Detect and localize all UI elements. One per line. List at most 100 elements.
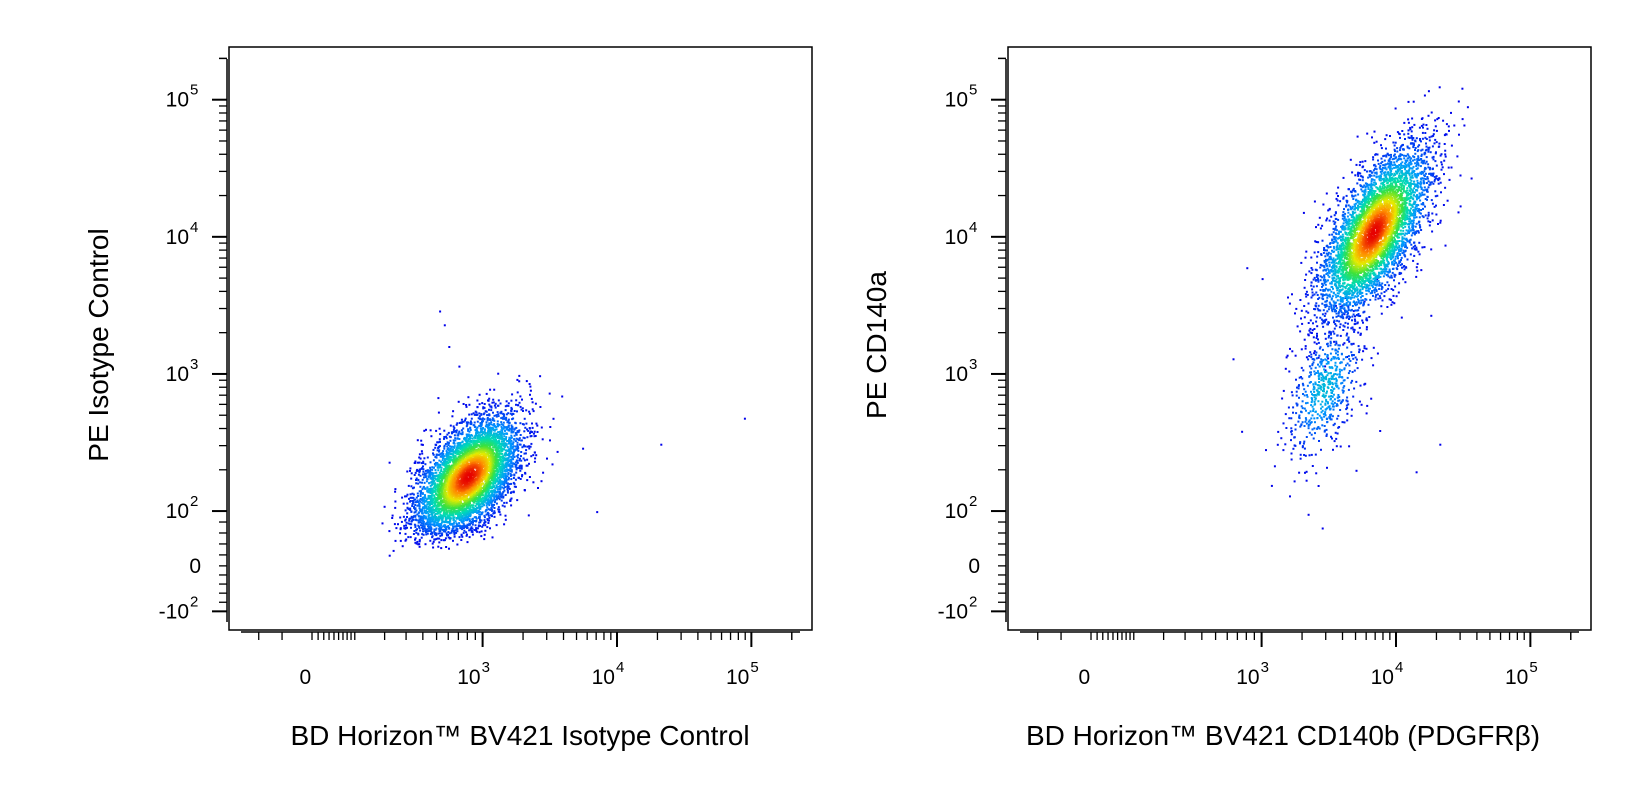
- event-dot: [493, 515, 496, 518]
- event-dot: [509, 444, 512, 447]
- event-dot: [463, 517, 466, 520]
- event-dot: [418, 471, 421, 474]
- event-dot: [510, 429, 513, 432]
- event-dot: [493, 497, 496, 500]
- event-dot: [479, 439, 482, 442]
- event-dot: [461, 441, 464, 444]
- event-dot: [416, 439, 419, 442]
- event-dot: [455, 531, 458, 534]
- event-dot: [488, 496, 491, 499]
- event-dot: [417, 479, 420, 482]
- event-dot: [404, 495, 406, 498]
- event-dot: [542, 471, 545, 474]
- event-dot: [410, 485, 413, 488]
- event-dot: [431, 473, 434, 476]
- event-dot: [412, 496, 415, 499]
- event-dot: [507, 424, 510, 427]
- event-dot: [462, 522, 465, 525]
- event-dot: [417, 501, 420, 503]
- event-dot: [429, 468, 432, 471]
- event-dot: [490, 514, 493, 517]
- event-dot: [527, 514, 530, 517]
- event-dot: [433, 474, 436, 477]
- event-dot: [436, 463, 439, 466]
- event-dot: [483, 533, 486, 536]
- event-dot: [498, 508, 501, 511]
- event-dot: [464, 419, 466, 422]
- event-dot: [436, 480, 439, 483]
- event-dot: [517, 466, 520, 469]
- event-dot: [484, 510, 487, 513]
- event-dot: [504, 469, 506, 472]
- event-dot: [508, 438, 510, 441]
- event-dot: [421, 533, 424, 536]
- event-dot: [465, 525, 468, 528]
- event-dot: [508, 455, 511, 458]
- event-dot: [425, 517, 428, 519]
- event-dot: [456, 453, 459, 456]
- event-dot: [429, 477, 432, 480]
- event-dot: [498, 491, 501, 494]
- event-dot: [526, 445, 529, 448]
- event-dot: [482, 413, 485, 416]
- event-dot: [494, 498, 497, 501]
- event-dot: [463, 443, 466, 446]
- event-dot: [415, 519, 418, 522]
- event-dot: [417, 519, 420, 522]
- event-dot: [419, 500, 422, 503]
- event-dot: [493, 419, 496, 422]
- event-dot: [505, 468, 508, 471]
- event-dot: [487, 399, 490, 402]
- event-dot: [468, 518, 471, 521]
- event-dot: [533, 451, 536, 454]
- event-dot: [499, 480, 502, 483]
- event-dot: [434, 532, 437, 535]
- event-dot: [462, 511, 465, 514]
- event-dot: [494, 432, 497, 435]
- event-dot: [516, 443, 519, 446]
- event-dot: [420, 501, 423, 504]
- event-dot: [472, 508, 475, 511]
- event-dot: [489, 527, 491, 530]
- event-dot: [519, 422, 522, 425]
- event-dot: [476, 420, 479, 423]
- event-dot: [417, 482, 420, 485]
- event-dot: [446, 445, 449, 448]
- event-dot: [546, 457, 548, 460]
- event-dot: [424, 476, 427, 479]
- event-dot: [418, 468, 421, 471]
- event-dot: [410, 472, 413, 475]
- event-dot: [504, 444, 507, 447]
- event-dot: [495, 494, 498, 497]
- event-dot: [424, 505, 426, 508]
- event-dot: [505, 436, 508, 439]
- event-dot: [491, 503, 494, 506]
- event-dot: [452, 431, 455, 434]
- event-dot: [407, 536, 410, 539]
- event-dot: [462, 517, 465, 520]
- event-dot: [451, 522, 454, 525]
- event-dot: [478, 516, 481, 519]
- event-dot: [437, 441, 440, 444]
- event-dot: [430, 526, 433, 529]
- event-dot: [472, 506, 475, 509]
- event-dot: [452, 456, 455, 459]
- event-dot: [526, 458, 529, 461]
- event-dot: [438, 526, 441, 529]
- event-dot: [478, 521, 481, 524]
- event-dot: [432, 452, 434, 455]
- event-dot: [444, 459, 447, 462]
- event-dot: [431, 502, 433, 505]
- event-dot: [462, 527, 465, 530]
- event-dot: [512, 454, 515, 457]
- event-dot: [504, 457, 507, 460]
- event-dot: [413, 530, 416, 532]
- event-dot: [478, 415, 481, 418]
- event-dot: [449, 450, 452, 453]
- event-dot: [436, 518, 439, 521]
- event-dot: [503, 415, 506, 418]
- event-dot: [462, 520, 465, 523]
- event-dot: [475, 500, 478, 503]
- event-dot: [404, 539, 407, 542]
- event-dot: [459, 445, 462, 448]
